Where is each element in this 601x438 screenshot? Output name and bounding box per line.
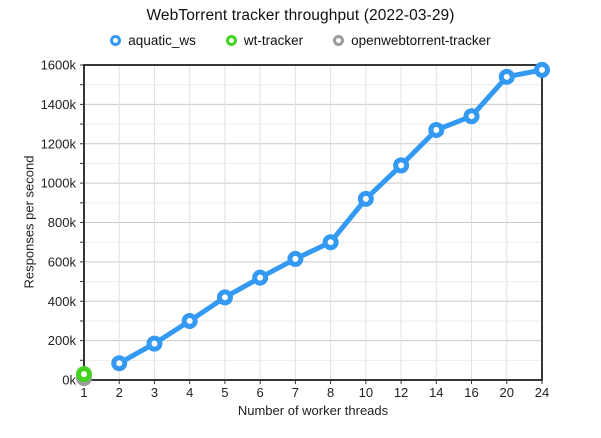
data-point-aquatic_ws-8[interactable]: [322, 234, 339, 251]
legend-label: wt-tracker: [243, 33, 304, 48]
plot-border: [83, 64, 543, 381]
x-tick-label: 14: [429, 385, 443, 400]
y-tick-label: 1600k: [41, 58, 77, 73]
series-aquatic_ws: [111, 61, 550, 372]
x-tick-label: 6: [257, 385, 264, 400]
series-marker-icon: [110, 35, 122, 46]
legend-label: aquatic_ws: [128, 33, 196, 48]
data-point-wt-tracker-1[interactable]: [76, 366, 92, 383]
y-tick-label: 400k: [48, 294, 77, 309]
x-tick-label: 12: [394, 385, 408, 400]
y-tick-labels: 0k 200k 400k 600k 800k 1000k 1200k 1400k 1600k: [41, 58, 77, 388]
data-point-aquatic_ws-20[interactable]: [498, 68, 515, 85]
data-point-aquatic_ws-5[interactable]: [216, 289, 233, 306]
data-point-aquatic_ws-10[interactable]: [357, 190, 374, 207]
chart-title: WebTorrent tracker throughput (2022-03-2…: [146, 7, 455, 24]
x-tick-label: 2: [116, 385, 123, 400]
x-tick-label: 8: [327, 385, 334, 400]
x-tick-labels: 1 2 3 4 5 6 7 8 10 12 14 16 20 24: [80, 385, 549, 400]
data-point-aquatic_ws-24[interactable]: [534, 61, 550, 78]
x-tick-label: 3: [151, 385, 158, 400]
series-marker-icon: [333, 35, 345, 46]
x-axis-title: Number of worker threads: [237, 403, 389, 418]
legend-item-aquatic-ws[interactable]: aquatic_ws: [110, 33, 196, 48]
x-tick-label: 5: [221, 385, 228, 400]
y-tick-label: 1400k: [41, 97, 77, 112]
y-tick-label: 600k: [48, 254, 77, 269]
y-tick-label: 200k: [48, 333, 77, 348]
legend: aquatic_ws wt-tracker openwebtorrent-tra…: [0, 33, 601, 48]
data-point-aquatic_ws-2[interactable]: [111, 355, 128, 372]
x-tick-label: 7: [292, 385, 299, 400]
data-point-aquatic_ws-4[interactable]: [181, 312, 198, 329]
data-point-aquatic_ws-14[interactable]: [428, 121, 445, 138]
data-point-aquatic_ws-6[interactable]: [252, 269, 269, 286]
x-tick-label: 24: [535, 385, 549, 400]
y-tick-label: 1200k: [41, 136, 77, 151]
legend-label: openwebtorrent-tracker: [351, 33, 491, 48]
x-tick-label: 10: [359, 385, 373, 400]
x-tick-label: 4: [186, 385, 193, 400]
y-tick-label: 1000k: [41, 176, 77, 191]
data-point-aquatic_ws-16[interactable]: [463, 108, 480, 125]
data-point-aquatic_ws-7[interactable]: [287, 250, 304, 267]
data-point-aquatic_ws-3[interactable]: [146, 335, 163, 352]
gridlines: [84, 65, 542, 380]
series-marker-icon: [225, 35, 237, 46]
data-point-aquatic_ws-12[interactable]: [393, 157, 410, 174]
legend-item-openwebtorrent-tracker[interactable]: openwebtorrent-tracker: [333, 33, 491, 48]
x-tick-label: 20: [500, 385, 514, 400]
x-tick-label: 1: [80, 385, 87, 400]
y-tick-label: 800k: [48, 215, 77, 230]
series-wt-tracker: [76, 366, 92, 383]
x-tick-label: 16: [464, 385, 478, 400]
y-tick-label: 0k: [62, 373, 76, 388]
legend-item-wt-tracker[interactable]: wt-tracker: [225, 33, 304, 48]
